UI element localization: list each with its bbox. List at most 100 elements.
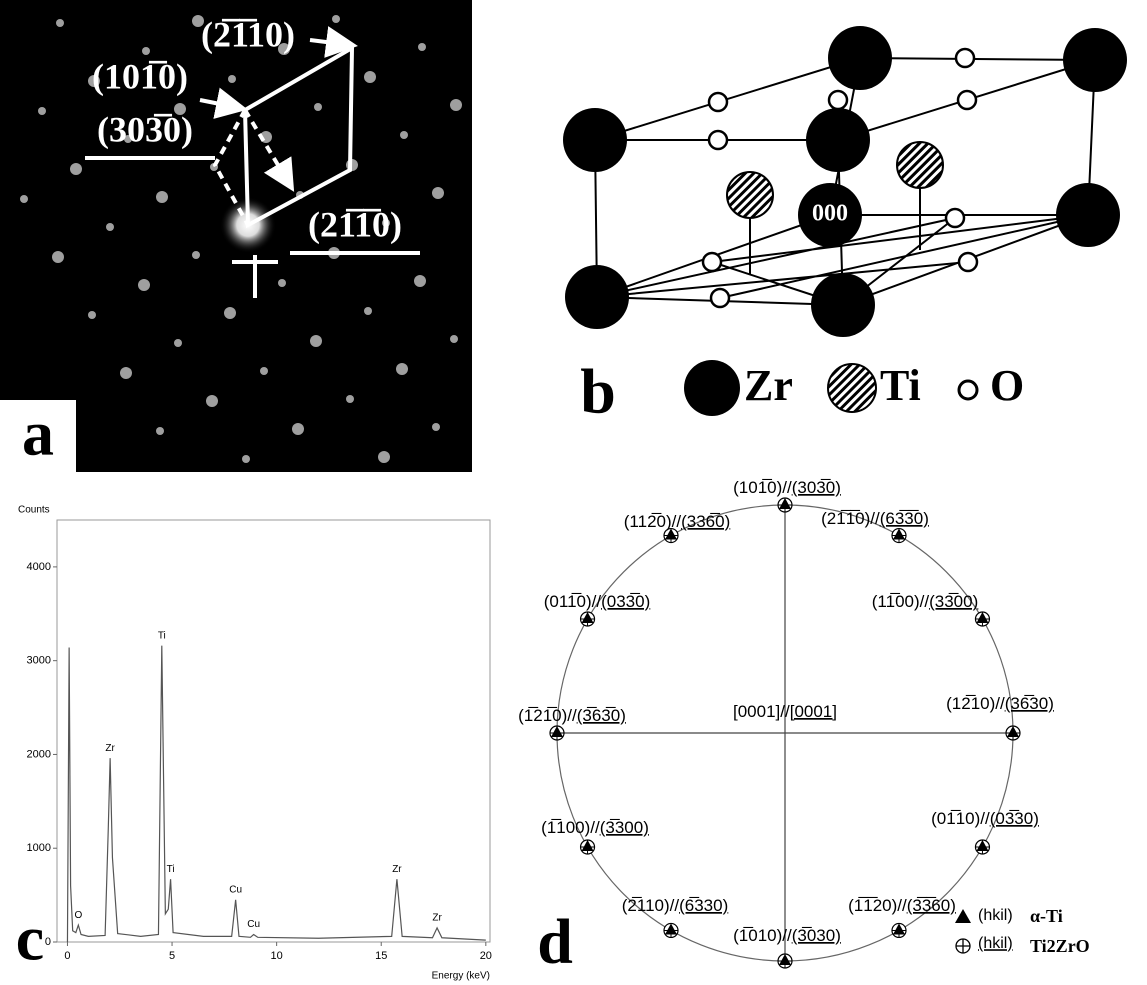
o-atom <box>946 209 964 227</box>
o-atom <box>829 91 847 109</box>
zr-atom <box>1063 28 1127 92</box>
center-label: [0001]//[0001] <box>733 702 837 721</box>
x-tick-label: 20 <box>480 950 492 962</box>
pole-left: (12̅10)// <box>946 694 1005 713</box>
zr-atom <box>828 26 892 90</box>
center-left: [0001]// <box>733 702 790 721</box>
panel-letter: b <box>580 356 616 427</box>
spot <box>278 279 286 287</box>
legend-label: Zr <box>744 361 793 410</box>
index-label: (101̅0) <box>92 56 188 96</box>
spot <box>310 335 322 347</box>
spot <box>450 335 458 343</box>
y-tick-label: 3000 <box>27 655 51 667</box>
pole-marker <box>550 726 564 740</box>
circle-cross-symbol <box>956 939 970 953</box>
pole-marker <box>778 954 792 968</box>
x-tick-label: 15 <box>375 950 387 962</box>
zr-atom <box>806 108 870 172</box>
pole-label: (1̅1̅20)//(3̅3̅60) <box>848 896 956 915</box>
spot <box>364 307 372 315</box>
pole-right: (3̅030) <box>792 926 841 945</box>
pole-right: (63̅3̅0) <box>880 509 929 528</box>
spot <box>38 107 46 115</box>
legend-label: O <box>990 361 1024 410</box>
pole-right: (3̅3̅60) <box>907 896 956 915</box>
legend-label: Ti <box>880 361 921 410</box>
spot <box>400 131 408 139</box>
spot <box>120 367 132 379</box>
peak-label: Cu <box>229 884 242 895</box>
spot <box>332 15 340 23</box>
pole-right: (033̅0) <box>601 592 650 611</box>
spot <box>224 307 236 319</box>
x-axis-label: Energy (keV) <box>432 971 490 982</box>
pole-label: (21̅1̅0)//(63̅3̅0) <box>821 509 929 528</box>
spot <box>364 71 376 83</box>
pole-label: (2̅110)//(6̅330) <box>622 896 728 915</box>
spot <box>432 187 444 199</box>
axes <box>557 505 1013 961</box>
pole-marker <box>581 840 595 854</box>
legend-o <box>959 381 977 399</box>
spectrum-line <box>67 646 485 942</box>
zr-atom <box>1056 183 1120 247</box>
spot <box>206 395 218 407</box>
pole-left: (01̅10)// <box>931 809 990 828</box>
peak-label: Zr <box>105 743 115 754</box>
panel-letter: c <box>16 903 44 974</box>
center-right: [0001] <box>790 702 837 721</box>
pole-left: (1̅1̅20)// <box>848 896 907 915</box>
pole-marker <box>892 529 906 543</box>
page: (2̅1̅10) (101̅0) (303̅0) (21̅1̅0) a 000 … <box>0 0 1147 985</box>
legend-phase: Ti2ZrO <box>1030 936 1090 956</box>
y-axis-label: Counts <box>18 505 50 516</box>
origin-label: 000 <box>812 201 848 227</box>
pole-label: (011̅0)//(033̅0) <box>544 592 650 611</box>
pole-marker <box>664 923 678 937</box>
legend-hkil: (hkil) <box>978 935 1013 952</box>
spot <box>378 451 390 463</box>
spot <box>52 251 64 263</box>
pole-right: (33̅00) <box>929 592 978 611</box>
spot <box>414 275 426 287</box>
o-atom <box>711 289 729 307</box>
spot <box>418 43 426 51</box>
pole-right: (36̅30) <box>1005 694 1054 713</box>
spot <box>88 311 96 319</box>
legend-phase: α-Ti <box>1030 906 1063 926</box>
panel-letter: a <box>22 398 54 469</box>
spot <box>396 363 408 375</box>
triangle-symbol <box>955 909 971 923</box>
pole-left: (2̅110)// <box>622 896 680 915</box>
spot <box>242 455 250 463</box>
o-atom <box>709 93 727 111</box>
pole-right: (303̅0) <box>792 478 841 497</box>
pole-left: (1̅21̅0)// <box>518 706 577 725</box>
pole-marker <box>778 498 792 512</box>
zr-atom <box>563 108 627 172</box>
pole-right: (03̅30) <box>990 809 1039 828</box>
peak-label: Ti <box>167 864 175 875</box>
o-atom <box>956 49 974 67</box>
index-label: (303̅0) <box>97 109 193 149</box>
spot <box>432 423 440 431</box>
spot <box>192 251 200 259</box>
o-atom <box>703 253 721 271</box>
atoms <box>563 26 1127 337</box>
pole-left: (11̅00)// <box>872 592 930 611</box>
peak-label: Zr <box>432 913 442 924</box>
spot <box>260 367 268 375</box>
legend-ti <box>828 364 876 412</box>
pole-left: (112̅0)// <box>624 512 682 531</box>
o-atom <box>709 131 727 149</box>
pole-marker <box>892 923 906 937</box>
eds-spectrum: CountsEnergy (keV)0100020003000400005101… <box>18 505 492 982</box>
spot <box>70 163 82 175</box>
pole-label: (1̅21̅0)//(3̅63̅0) <box>518 706 626 725</box>
spot <box>346 395 354 403</box>
pole-left: (21̅1̅0)// <box>821 509 880 528</box>
pole-left: (011̅0)// <box>544 592 602 611</box>
poles: (101̅0)//(303̅0)(21̅1̅0)//(63̅3̅0)(11̅00… <box>518 478 1054 968</box>
zr-atom <box>565 265 629 329</box>
